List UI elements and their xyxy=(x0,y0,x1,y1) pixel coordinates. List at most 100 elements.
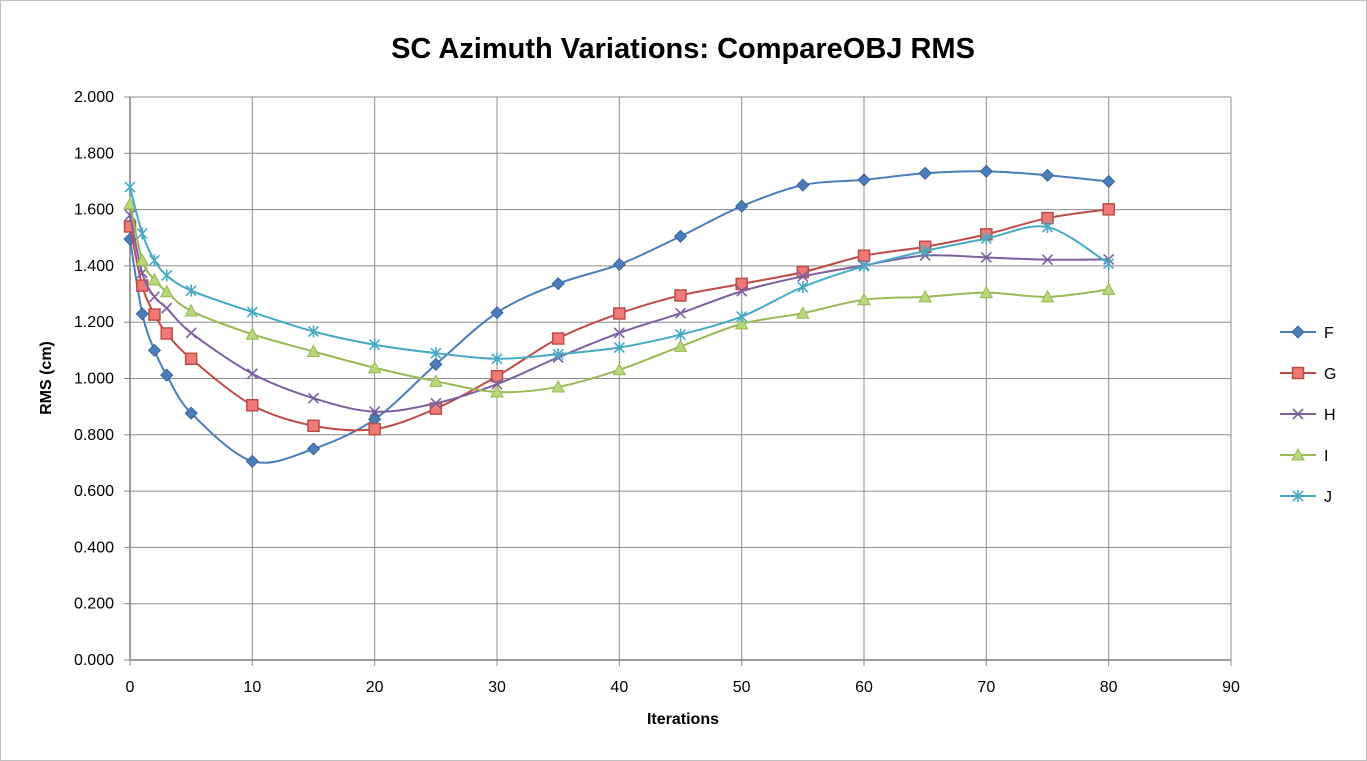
data-point-J xyxy=(491,352,503,365)
data-point-G xyxy=(674,289,687,302)
data-point-F xyxy=(551,277,565,291)
data-point-H xyxy=(1041,254,1054,266)
y-tick-label: 0.000 xyxy=(74,652,114,669)
y-axis-title: RMS (cm) xyxy=(38,341,55,415)
data-point-I xyxy=(795,306,810,319)
y-tick-label: 1.200 xyxy=(74,314,114,331)
data-point-H xyxy=(307,392,320,404)
data-point-J xyxy=(1041,221,1054,234)
data-point-J xyxy=(148,254,161,267)
data-point-H xyxy=(246,368,258,380)
data-point-F xyxy=(245,454,259,468)
data-point-J xyxy=(369,338,381,351)
x-tick-label: 40 xyxy=(610,679,628,696)
gridlines xyxy=(124,96,1232,666)
data-point-G xyxy=(1102,203,1115,216)
data-point-J xyxy=(613,341,625,354)
data-point-G xyxy=(307,419,320,433)
data-point-I xyxy=(490,384,504,398)
data-point-G xyxy=(735,277,748,291)
data-point-F xyxy=(160,368,174,382)
legend: F G H I J xyxy=(1280,325,1336,506)
y-tick-label: 2.000 xyxy=(74,89,114,106)
legend-marker-F xyxy=(1291,325,1305,339)
data-point-I xyxy=(734,316,749,330)
data-point-I xyxy=(367,360,382,374)
y-tick-label: 1.800 xyxy=(74,145,114,162)
data-point-H xyxy=(491,378,503,390)
data-point-J xyxy=(736,310,748,323)
data-point-I xyxy=(551,379,566,393)
data-point-J xyxy=(246,306,258,319)
data-point-J xyxy=(797,281,809,294)
data-point-I xyxy=(612,362,627,376)
series-group xyxy=(123,164,1116,468)
x-tick-label: 80 xyxy=(1100,679,1118,696)
legend-marker-I xyxy=(1291,447,1305,461)
data-point-F xyxy=(306,442,321,456)
data-point-G xyxy=(857,249,871,263)
data-point-G xyxy=(796,265,810,279)
data-point-H xyxy=(736,285,748,297)
y-tick-label: 0.200 xyxy=(74,596,114,613)
data-point-J xyxy=(552,348,564,361)
data-point-I xyxy=(1040,289,1055,303)
data-point-F xyxy=(857,173,871,187)
data-point-H xyxy=(613,327,625,339)
data-point-J xyxy=(161,269,173,282)
legend-marker-H xyxy=(1292,408,1304,420)
series-line-F xyxy=(129,170,1109,464)
data-point-F xyxy=(735,199,749,213)
data-point-G xyxy=(184,352,198,366)
data-point-G xyxy=(368,422,381,436)
x-tick-label: 60 xyxy=(855,679,873,696)
data-point-I xyxy=(857,292,871,306)
legend-item-F: F xyxy=(1280,325,1334,342)
data-point-H xyxy=(980,251,992,264)
data-point-F xyxy=(1040,168,1055,182)
x-tick-label: 20 xyxy=(366,679,384,696)
x-tick-label: 70 xyxy=(977,679,995,696)
data-point-J xyxy=(136,227,148,240)
y-tick-label: 1.600 xyxy=(74,202,114,219)
x-tick-label: 30 xyxy=(488,679,506,696)
y-tick-label: 0.800 xyxy=(74,427,114,444)
legend-marker-J xyxy=(1292,490,1304,502)
data-point-G xyxy=(613,307,626,320)
data-point-J xyxy=(980,232,992,245)
legend-item-J: J xyxy=(1280,489,1332,506)
data-point-H xyxy=(369,406,381,418)
data-point-F xyxy=(796,178,810,192)
legend-marker-G xyxy=(1291,366,1305,380)
data-point-J xyxy=(674,328,687,341)
data-point-G xyxy=(148,308,161,321)
legend-label-H: H xyxy=(1324,407,1336,424)
x-tick-label: 0 xyxy=(126,679,135,696)
x-tick-label: 50 xyxy=(733,679,751,696)
data-point-I xyxy=(306,344,321,357)
tick-labels: 0.000 0.200 0.400 0.600 0.800 1.000 1.200 1.400… xyxy=(74,89,1240,696)
data-point-I xyxy=(673,339,688,352)
x-axis-title: Iterations xyxy=(647,711,719,728)
data-point-I xyxy=(123,196,137,210)
data-point-F xyxy=(147,343,162,357)
data-point-I xyxy=(979,285,994,299)
legend-label-G: G xyxy=(1324,366,1336,383)
data-point-J xyxy=(430,347,442,360)
data-point-H xyxy=(674,307,687,319)
y-tick-label: 0.400 xyxy=(74,539,114,556)
data-point-J xyxy=(124,181,136,194)
data-point-I xyxy=(147,272,162,286)
data-point-I xyxy=(428,374,443,387)
legend-item-G: G xyxy=(1280,366,1336,383)
y-tick-label: 1.000 xyxy=(74,371,114,388)
x-tick-label: 10 xyxy=(243,679,261,696)
data-point-F xyxy=(490,306,504,320)
data-point-H xyxy=(161,302,173,314)
y-tick-label: 1.400 xyxy=(74,258,114,275)
data-point-I xyxy=(245,327,260,340)
data-point-J xyxy=(858,260,870,273)
data-point-I xyxy=(184,303,199,317)
data-point-H xyxy=(430,397,442,409)
